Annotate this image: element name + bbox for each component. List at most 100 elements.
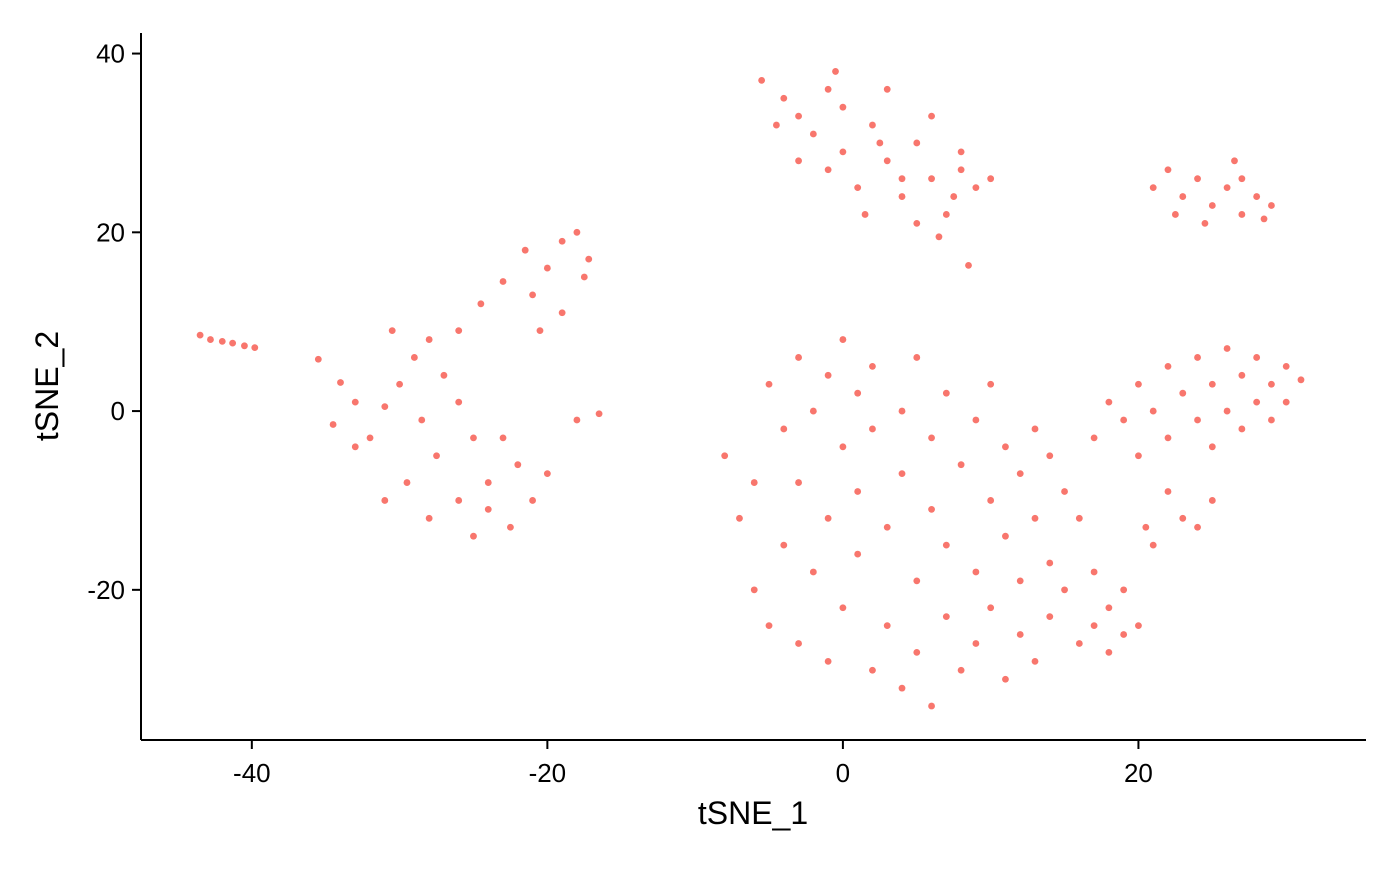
point bbox=[329, 421, 337, 428]
point bbox=[366, 434, 374, 442]
point bbox=[839, 604, 847, 612]
point bbox=[1194, 523, 1201, 531]
point bbox=[1223, 345, 1231, 352]
point bbox=[869, 362, 876, 370]
x-tick-label: -20 bbox=[529, 758, 567, 788]
x-tick-label: -40 bbox=[233, 758, 271, 788]
point bbox=[573, 416, 581, 424]
point bbox=[1171, 211, 1179, 218]
point bbox=[507, 523, 514, 531]
point bbox=[913, 219, 921, 227]
point bbox=[1046, 613, 1054, 621]
point bbox=[928, 434, 935, 442]
point bbox=[241, 342, 248, 350]
point bbox=[824, 166, 832, 174]
point bbox=[1201, 219, 1209, 227]
point bbox=[558, 309, 566, 317]
point bbox=[942, 613, 950, 621]
point bbox=[484, 479, 492, 486]
point bbox=[765, 380, 773, 388]
point bbox=[1194, 354, 1201, 361]
point bbox=[455, 327, 463, 335]
point bbox=[898, 407, 906, 415]
point bbox=[1297, 376, 1305, 384]
point bbox=[1002, 443, 1009, 451]
point bbox=[987, 497, 995, 504]
point bbox=[750, 586, 758, 594]
point bbox=[972, 184, 980, 192]
point bbox=[351, 398, 359, 406]
point bbox=[1268, 380, 1275, 388]
point bbox=[913, 577, 921, 585]
point bbox=[832, 68, 839, 75]
point bbox=[898, 470, 906, 478]
point bbox=[1208, 497, 1216, 504]
point bbox=[1260, 215, 1268, 223]
point bbox=[972, 416, 980, 424]
point bbox=[1149, 184, 1157, 192]
point bbox=[1135, 380, 1142, 388]
point bbox=[455, 398, 463, 406]
point bbox=[861, 211, 869, 218]
x-tick-label: 0 bbox=[836, 758, 850, 788]
point bbox=[381, 497, 389, 504]
point bbox=[514, 461, 522, 469]
point bbox=[913, 354, 921, 361]
point bbox=[957, 148, 965, 156]
point bbox=[1282, 398, 1290, 406]
point bbox=[1253, 354, 1261, 361]
point bbox=[1238, 371, 1246, 379]
point bbox=[809, 130, 817, 138]
point bbox=[1194, 175, 1201, 183]
point bbox=[207, 336, 214, 343]
point bbox=[595, 410, 603, 418]
point bbox=[1268, 202, 1275, 209]
point bbox=[1149, 407, 1157, 415]
point bbox=[470, 434, 477, 442]
point bbox=[839, 336, 847, 343]
point bbox=[433, 452, 440, 460]
point bbox=[854, 389, 862, 397]
point bbox=[1046, 559, 1054, 567]
y-tick-label: 20 bbox=[96, 217, 125, 247]
point bbox=[1046, 452, 1054, 460]
point bbox=[251, 344, 259, 352]
point bbox=[869, 425, 876, 433]
point bbox=[883, 622, 891, 629]
point bbox=[229, 339, 237, 347]
point bbox=[795, 157, 802, 165]
point bbox=[1253, 398, 1261, 406]
point bbox=[196, 331, 204, 339]
point bbox=[1179, 514, 1187, 522]
point bbox=[1105, 604, 1113, 612]
point bbox=[1223, 407, 1231, 415]
point bbox=[987, 604, 995, 612]
point bbox=[1179, 389, 1187, 397]
point bbox=[1164, 362, 1172, 370]
point bbox=[795, 479, 802, 486]
point bbox=[795, 354, 802, 361]
point bbox=[351, 443, 359, 451]
point bbox=[824, 657, 832, 665]
point bbox=[1238, 175, 1246, 183]
point bbox=[440, 371, 448, 379]
point bbox=[824, 371, 832, 379]
point bbox=[1253, 193, 1261, 200]
point bbox=[1105, 398, 1113, 406]
x-axis-title: tSNE_1 bbox=[698, 795, 808, 831]
point bbox=[809, 568, 817, 576]
point bbox=[869, 121, 876, 129]
point bbox=[928, 112, 935, 120]
point bbox=[1231, 157, 1238, 165]
point bbox=[1208, 202, 1216, 209]
point bbox=[780, 425, 788, 433]
point bbox=[1002, 675, 1009, 683]
point bbox=[987, 175, 995, 183]
point bbox=[1194, 416, 1201, 424]
point bbox=[1016, 577, 1024, 585]
point bbox=[381, 403, 389, 411]
point bbox=[839, 443, 847, 451]
point bbox=[1120, 586, 1128, 594]
point bbox=[573, 228, 581, 236]
